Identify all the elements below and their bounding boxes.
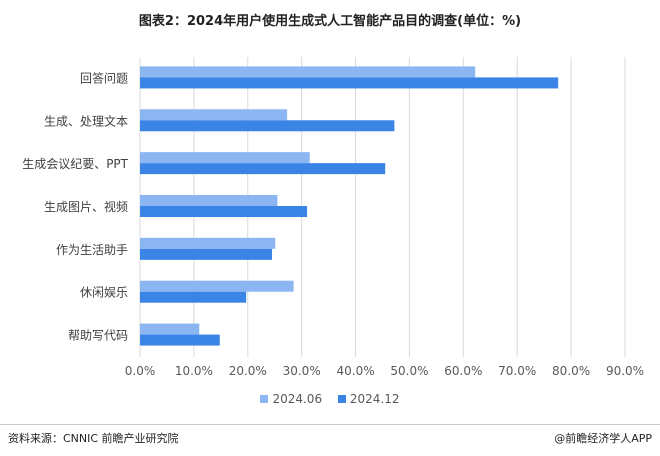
category-label: 回答问题 bbox=[80, 70, 128, 85]
x-tick-label: 60.0% bbox=[444, 364, 482, 378]
bar-2024.06 bbox=[140, 323, 200, 335]
bar-2024.12 bbox=[140, 120, 395, 132]
category-label: 休闲娱乐 bbox=[80, 286, 128, 300]
bar-chart: 0.0% 10.0% 20.0% 30.0% 40.0% 50.0% 60.0% 70.0% 8… bbox=[22, 57, 644, 378]
legend: 2024.06 2024.12 bbox=[0, 392, 660, 406]
x-tick-label: 20.0% bbox=[229, 364, 267, 378]
bar-2024.12 bbox=[140, 291, 247, 303]
bar-2024.06 bbox=[140, 152, 310, 164]
x-tick-label: 0.0% bbox=[125, 364, 156, 378]
legend-item-2024-12: 2024.12 bbox=[337, 392, 400, 406]
bar-2024.06 bbox=[140, 195, 278, 206]
bar-2024.06 bbox=[140, 280, 294, 292]
footer-divider bbox=[0, 424, 660, 425]
x-tick-label: 80.0% bbox=[552, 364, 590, 378]
source-text: 资料来源：CNNIC 前瞻产业研究院 bbox=[8, 432, 179, 445]
legend-label: 2024.12 bbox=[349, 392, 400, 406]
x-tick-label: 50.0% bbox=[390, 364, 428, 378]
category-label: 生成图片、视频 bbox=[44, 199, 128, 214]
legend-label: 2024.06 bbox=[272, 392, 323, 406]
x-tick-label: 90.0% bbox=[606, 364, 644, 378]
x-tick-label: 70.0% bbox=[498, 364, 536, 378]
bar-2024.06 bbox=[140, 237, 276, 249]
category-label: 生成会议纪要、PPT bbox=[22, 157, 128, 171]
bar-2024.12 bbox=[140, 163, 386, 175]
chart-title: 图表2：2024年用户使用生成式人工智能产品目的调查(单位：%) bbox=[138, 14, 522, 29]
category-label: 生成、处理文本 bbox=[44, 113, 128, 128]
x-tick-label: 30.0% bbox=[283, 364, 321, 378]
legend-item-2024-06: 2024.06 bbox=[260, 392, 322, 406]
category-label: 帮助写代码 bbox=[68, 329, 128, 343]
brand-text: @前瞻经济学人APP bbox=[554, 432, 652, 445]
bar-2024.12 bbox=[140, 334, 220, 346]
bar-2024.06 bbox=[140, 109, 288, 121]
bar-2024.12 bbox=[140, 248, 273, 260]
x-tick-label: 40.0% bbox=[336, 364, 374, 378]
x-tick-label: 10.0% bbox=[175, 364, 213, 378]
bar-2024.12 bbox=[140, 77, 559, 89]
bar-2024.06 bbox=[140, 66, 476, 78]
category-label: 作为生活助手 bbox=[56, 243, 128, 257]
bar-2024.12 bbox=[140, 206, 308, 217]
